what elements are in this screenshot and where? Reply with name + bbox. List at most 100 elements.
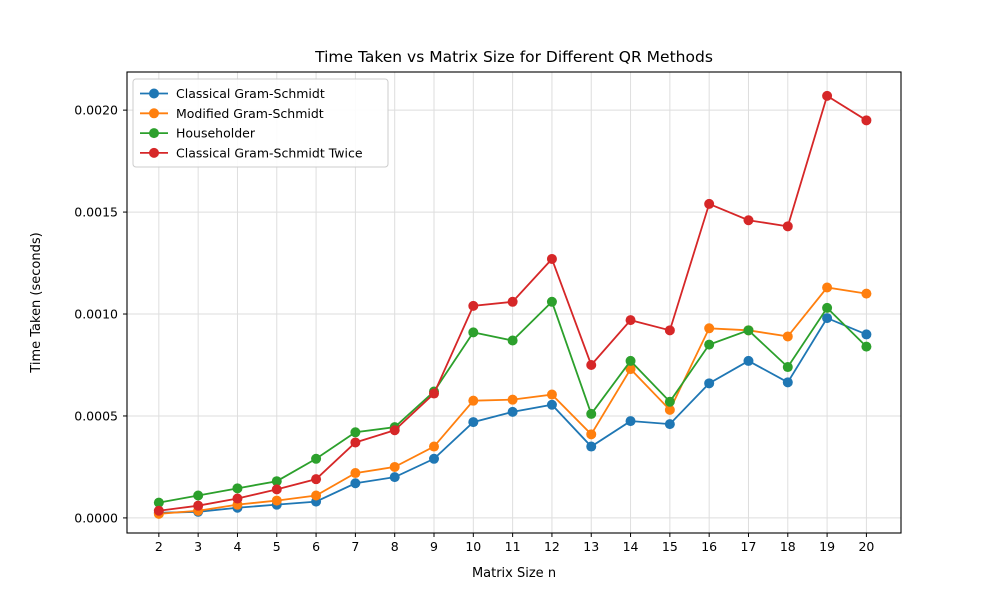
x-tick-label: 8 bbox=[391, 539, 399, 554]
x-tick-label: 13 bbox=[583, 539, 599, 554]
data-point-modified-gram-schmidt-n16 bbox=[704, 323, 715, 334]
x-tick-label: 4 bbox=[233, 539, 241, 554]
data-point-classical-gram-schmidt-twice-n3 bbox=[193, 500, 204, 511]
data-point-householder-n19 bbox=[822, 302, 833, 313]
data-point-modified-gram-schmidt-n12 bbox=[546, 389, 557, 400]
data-point-modified-gram-schmidt-n19 bbox=[822, 282, 833, 293]
legend-marker-dot bbox=[149, 88, 159, 99]
data-point-classical-gram-schmidt-n7 bbox=[350, 478, 361, 489]
data-point-householder-n18 bbox=[782, 362, 793, 373]
data-point-classical-gram-schmidt-twice-n19 bbox=[822, 90, 833, 101]
legend-label-classical-gram-schmidt-twice: Classical Gram-Schmidt Twice bbox=[176, 145, 363, 160]
data-point-classical-gram-schmidt-twice-n9 bbox=[429, 388, 440, 399]
data-point-classical-gram-schmidt-twice-n18 bbox=[782, 221, 793, 232]
data-point-householder-n3 bbox=[193, 490, 204, 501]
x-tick-label: 9 bbox=[430, 539, 438, 554]
data-point-householder-n4 bbox=[232, 483, 243, 494]
data-point-modified-gram-schmidt-n10 bbox=[468, 395, 479, 406]
x-tick-label: 2 bbox=[155, 539, 163, 554]
data-point-classical-gram-schmidt-twice-n5 bbox=[271, 484, 282, 495]
data-point-householder-n10 bbox=[468, 327, 479, 338]
data-point-classical-gram-schmidt-n13 bbox=[586, 441, 597, 452]
data-point-classical-gram-schmidt-twice-n2 bbox=[153, 505, 164, 516]
data-point-modified-gram-schmidt-n11 bbox=[507, 394, 518, 405]
legend-box bbox=[132, 78, 389, 168]
x-tick-label: 3 bbox=[194, 539, 202, 554]
data-point-householder-n15 bbox=[664, 396, 675, 407]
data-point-classical-gram-schmidt-n19 bbox=[822, 313, 833, 324]
data-point-householder-n20 bbox=[861, 341, 872, 352]
data-point-classical-gram-schmidt-twice-n15 bbox=[664, 325, 675, 336]
x-tick-label: 6 bbox=[312, 539, 320, 554]
x-tick-label: 12 bbox=[544, 539, 560, 554]
data-point-modified-gram-schmidt-n9 bbox=[429, 441, 440, 452]
data-point-householder-n5 bbox=[271, 476, 282, 487]
data-point-householder-n14 bbox=[625, 355, 636, 366]
x-tick-label: 20 bbox=[858, 539, 874, 554]
x-tick-label: 16 bbox=[701, 539, 717, 554]
y-axis-label: Time Taken (seconds) bbox=[29, 232, 44, 373]
plot-area: 2 3 4 5 6 7 8 9 10 11 12 13 14 15 16 17 18 19 20 0.0000 0.00… bbox=[74, 71, 902, 554]
data-point-classical-gram-schmidt-twice-n14 bbox=[625, 315, 636, 326]
data-point-classical-gram-schmidt-twice-n13 bbox=[586, 359, 597, 370]
data-point-classical-gram-schmidt-n8 bbox=[389, 472, 400, 483]
data-point-classical-gram-schmidt-n16 bbox=[704, 378, 715, 389]
data-point-classical-gram-schmidt-twice-n20 bbox=[861, 115, 872, 126]
x-tick-label: 19 bbox=[819, 539, 835, 554]
data-point-householder-n11 bbox=[507, 335, 518, 346]
data-point-classical-gram-schmidt-n17 bbox=[743, 355, 754, 366]
y-tick-label: 0.0000 bbox=[74, 510, 118, 525]
y-tick-label: 0.0010 bbox=[74, 307, 118, 322]
data-point-classical-gram-schmidt-n10 bbox=[468, 417, 479, 428]
legend-marker-dot bbox=[149, 147, 159, 158]
data-point-householder-n7 bbox=[350, 427, 361, 438]
data-point-classical-gram-schmidt-twice-n16 bbox=[704, 198, 715, 209]
y-tick-label: 0.0020 bbox=[74, 103, 118, 118]
data-point-householder-n6 bbox=[311, 453, 322, 464]
data-point-classical-gram-schmidt-n12 bbox=[546, 399, 557, 410]
data-point-householder-n17 bbox=[743, 325, 754, 336]
data-point-householder-n12 bbox=[546, 296, 557, 307]
x-tick-label: 18 bbox=[780, 539, 796, 554]
data-point-classical-gram-schmidt-n11 bbox=[507, 406, 518, 417]
data-point-modified-gram-schmidt-n7 bbox=[350, 468, 361, 479]
data-point-householder-n13 bbox=[586, 408, 597, 419]
data-point-modified-gram-schmidt-n20 bbox=[861, 288, 872, 299]
data-point-modified-gram-schmidt-n15 bbox=[664, 404, 675, 415]
x-axis-label: Matrix Size n bbox=[472, 566, 556, 581]
data-point-classical-gram-schmidt-n9 bbox=[429, 453, 440, 464]
x-tick-label: 7 bbox=[351, 539, 359, 554]
data-point-classical-gram-schmidt-twice-n17 bbox=[743, 215, 754, 226]
data-point-classical-gram-schmidt-twice-n12 bbox=[546, 253, 557, 264]
data-point-modified-gram-schmidt-n5 bbox=[271, 495, 282, 506]
plot-border bbox=[126, 71, 902, 534]
legend-label-classical-gram-schmidt: Classical Gram-Schmidt bbox=[176, 86, 325, 101]
chart-title: Time Taken vs Matrix Size for Different … bbox=[314, 48, 713, 66]
data-point-modified-gram-schmidt-n14 bbox=[625, 364, 636, 375]
data-point-householder-n16 bbox=[704, 339, 715, 350]
x-tick-label: 11 bbox=[505, 539, 521, 554]
data-point-modified-gram-schmidt-n6 bbox=[311, 490, 322, 501]
data-point-householder-n2 bbox=[153, 497, 164, 508]
data-point-classical-gram-schmidt-n14 bbox=[625, 416, 636, 427]
data-point-classical-gram-schmidt-twice-n6 bbox=[311, 474, 322, 485]
data-point-classical-gram-schmidt-twice-n11 bbox=[507, 296, 518, 307]
data-point-classical-gram-schmidt-twice-n4 bbox=[232, 493, 243, 504]
data-point-classical-gram-schmidt-n20 bbox=[861, 329, 872, 340]
data-point-modified-gram-schmidt-n8 bbox=[389, 461, 400, 472]
data-point-modified-gram-schmidt-n13 bbox=[586, 429, 597, 440]
x-tick-label: 15 bbox=[662, 539, 678, 554]
data-point-modified-gram-schmidt-n18 bbox=[782, 331, 793, 342]
data-point-classical-gram-schmidt-twice-n8 bbox=[389, 425, 400, 436]
x-tick-label: 5 bbox=[273, 539, 281, 554]
legend-marker-dot bbox=[149, 128, 159, 139]
y-tick-label: 0.0015 bbox=[74, 205, 118, 220]
legend-label-modified-gram-schmidt: Modified Gram-Schmidt bbox=[176, 106, 324, 121]
data-point-classical-gram-schmidt-n15 bbox=[664, 419, 675, 430]
y-tick-label: 0.0005 bbox=[74, 408, 118, 423]
x-tick-label: 14 bbox=[623, 539, 639, 554]
x-tick-label: 10 bbox=[465, 539, 481, 554]
x-tick-label: 17 bbox=[741, 539, 757, 554]
